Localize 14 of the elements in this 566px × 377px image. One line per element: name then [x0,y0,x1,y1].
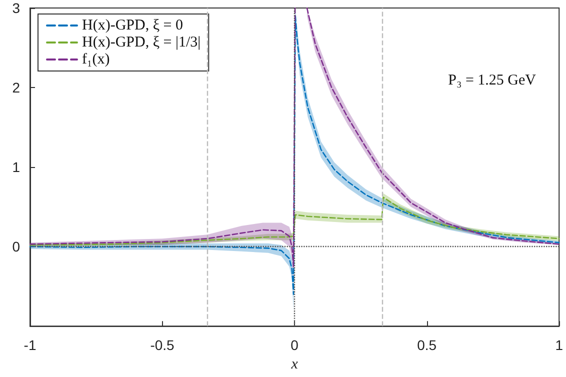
x-tick-label: 0.5 [417,337,437,354]
y-tick-label: 2 [12,80,20,96]
annotation: P₃ = 1.25 GeV [448,72,536,88]
x-axis-title: x [290,356,298,372]
y-tick-label: 3 [12,0,20,16]
x-tick-label: 0 [290,337,299,354]
legend-label: H(x)-GPD, ξ = 0 [82,18,183,34]
x-tick-label: -0.5 [150,337,175,354]
x-tick-label: -1 [24,337,36,354]
x-tick-label: 1 [555,337,564,354]
legend-label: H(x)-GPD, ξ = |1/3| [82,34,201,50]
y-tick-label: 0 [12,238,20,255]
y-tick-label: 1 [12,159,20,176]
legend-label: f₁(x) [82,52,110,68]
